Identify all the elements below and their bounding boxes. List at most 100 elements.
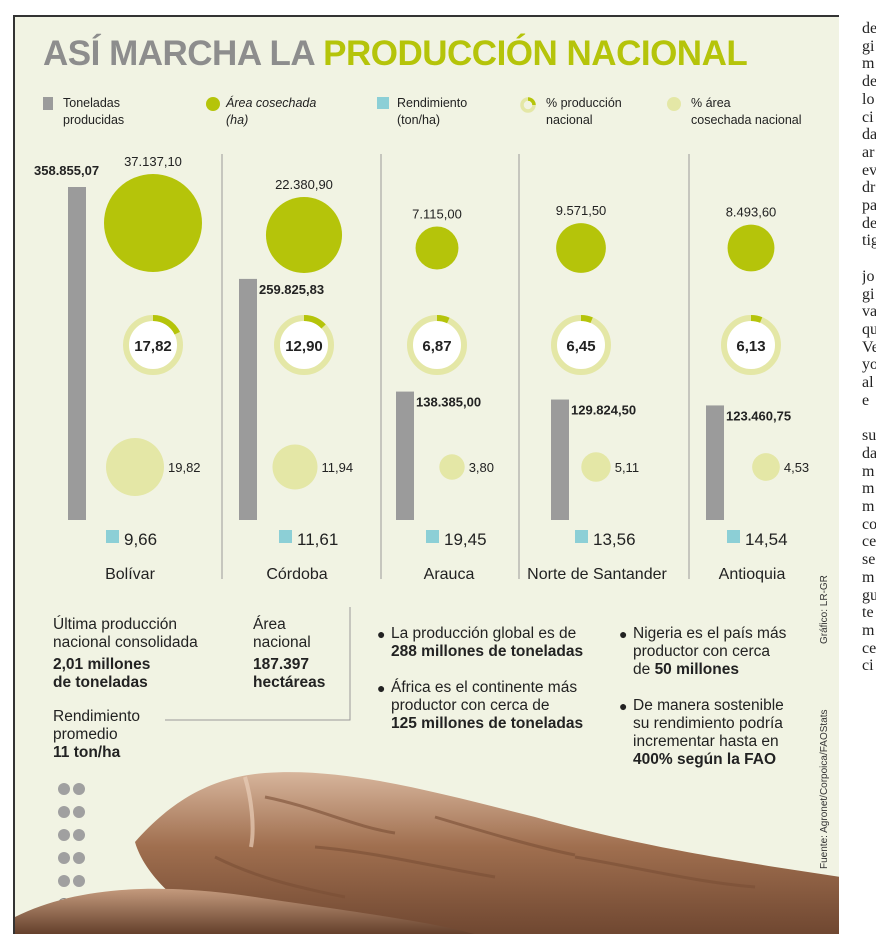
area-bubble bbox=[415, 226, 459, 270]
pct-production-label: 6,13 bbox=[736, 338, 765, 355]
article-text-fragment: m bbox=[862, 621, 875, 639]
article-text-fragment: gu bbox=[862, 586, 876, 604]
fact-value: hectáreas bbox=[253, 674, 326, 691]
article-text-fragment: jo bbox=[862, 267, 875, 285]
pct-area-bubble bbox=[752, 453, 780, 481]
category-label: Córdoba bbox=[266, 566, 327, 583]
tonnes-value-label: 123.460,75 bbox=[726, 408, 791, 423]
article-text-fragment: de bbox=[862, 214, 876, 232]
pct-area-label: 11,94 bbox=[322, 460, 354, 475]
article-text-fragment: va bbox=[862, 303, 876, 321]
infographic-panel: ASÍ MARCHA LA PRODUCCIÓN NACIONAL Tonela… bbox=[13, 15, 839, 934]
article-text-fragment: yo bbox=[862, 356, 876, 374]
pct-area-bubble bbox=[272, 444, 318, 490]
bullet-dot-icon: ● bbox=[377, 626, 386, 642]
area-bubble bbox=[727, 224, 775, 272]
fact-value: de toneladas bbox=[53, 674, 148, 691]
gray-bar-icon bbox=[43, 97, 53, 110]
tonnes-value-label: 129.824,50 bbox=[571, 403, 636, 418]
article-text-fragment: m bbox=[862, 462, 875, 480]
bullet-text: De manera sostenible bbox=[633, 697, 784, 714]
pct-production-label: 6,45 bbox=[566, 338, 595, 355]
tonnes-bar bbox=[68, 187, 86, 520]
pct-production-arc bbox=[750, 315, 763, 323]
last-production-fact: Última producción nacional consolidada 2… bbox=[53, 616, 198, 692]
bullet-text: Nigeria es el país más bbox=[633, 625, 787, 642]
pct-area-bubble bbox=[581, 452, 611, 482]
bullet-text: 125 millones de toneladas bbox=[391, 715, 584, 732]
article-text-fragment: co bbox=[862, 515, 876, 533]
yield-fact: Rendimiento promedio 11 ton/ha bbox=[53, 708, 140, 762]
bullet-fao: ● De manera sostenible su rendimiento po… bbox=[619, 697, 784, 769]
article-text-fragment: de bbox=[862, 20, 876, 37]
bullet-text: incrementar hasta en bbox=[633, 733, 779, 750]
tonnes-bar bbox=[706, 405, 724, 520]
yield-square bbox=[727, 530, 740, 543]
tonnes-value-label: 138.385,00 bbox=[416, 395, 481, 410]
yield-value-label: 14,54 bbox=[745, 530, 788, 549]
article-text-fragment: ar bbox=[862, 143, 875, 161]
article-text-fragment: gi bbox=[862, 285, 875, 303]
legend-label: cosechada nacional bbox=[691, 113, 802, 127]
pct-area-label: 5,11 bbox=[615, 460, 639, 475]
chart-area: 358.855,07 259.825,83 138.385,00 129.824,50… bbox=[34, 154, 809, 721]
area-bubble bbox=[104, 174, 202, 272]
article-text-fragment: se bbox=[862, 551, 876, 569]
national-area-fact: Área nacional 187.397 hectáreas bbox=[253, 616, 325, 692]
bullet-africa: ● África es el continente más productor … bbox=[377, 679, 584, 733]
legend-label: % producción bbox=[546, 96, 622, 110]
bullet-text: productor con cerca de bbox=[391, 697, 550, 714]
pct-area-label: 3,80 bbox=[469, 460, 494, 475]
area-value-label: 7.115,00 bbox=[412, 207, 462, 222]
article-text-fragment: lo bbox=[862, 90, 875, 108]
area-value-label: 22.380,90 bbox=[275, 177, 333, 192]
area-bubble bbox=[556, 223, 606, 273]
article-text-fragment: tig bbox=[862, 232, 876, 250]
fact-label: nacional bbox=[253, 634, 311, 651]
article-text-fragment: ce bbox=[862, 639, 876, 657]
tonnes-bar bbox=[239, 278, 257, 520]
fact-value: 11 ton/ha bbox=[53, 744, 121, 761]
article-text-fragment: ce bbox=[862, 533, 876, 551]
article-text-fragment: su bbox=[862, 427, 876, 445]
yield-square bbox=[426, 530, 439, 543]
category-label: Antioquia bbox=[719, 566, 786, 583]
pct-production-arc bbox=[303, 315, 326, 329]
bullet-dot-icon: ● bbox=[619, 698, 628, 714]
article-text-fragment: e bbox=[862, 391, 870, 409]
yield-value-label: 9,66 bbox=[124, 530, 157, 549]
area-bubble bbox=[265, 196, 343, 274]
pct-area-bubble bbox=[106, 438, 164, 496]
legend-label: producidas bbox=[63, 113, 125, 127]
article-text-fragment: m bbox=[862, 497, 875, 515]
article-text-fragment: al bbox=[862, 374, 874, 392]
article-text-fragment: ci bbox=[862, 657, 874, 675]
category-label: Bolívar bbox=[105, 566, 155, 583]
pct-production-label: 17,82 bbox=[134, 338, 172, 355]
article-column-fragment: de gi m de lo ci da ar ev dr pa de tig jo gi va qu Ve yo a… bbox=[862, 20, 876, 675]
legend-label: (ton/ha) bbox=[397, 113, 441, 127]
article-text-fragment: qu bbox=[862, 320, 876, 338]
pct-production-label: 12,90 bbox=[285, 338, 323, 355]
facts-bracket-line bbox=[165, 607, 351, 721]
article-text-fragment: ev bbox=[862, 161, 876, 179]
title-part-1: ASÍ MARCHA LA bbox=[43, 34, 314, 73]
article-text-fragment: de bbox=[862, 73, 876, 91]
bullet-text: productor con cerca bbox=[633, 643, 770, 660]
yield-value-label: 13,56 bbox=[593, 530, 636, 549]
yield-square bbox=[575, 530, 588, 543]
article-text-fragment: m bbox=[862, 568, 875, 586]
yield-value-label: 11,61 bbox=[297, 530, 338, 549]
article-text-fragment: pa bbox=[862, 197, 876, 215]
bullet-global-production: ● La producción global es de 288 millone… bbox=[377, 625, 584, 661]
bullet-text: 288 millones de toneladas bbox=[391, 643, 584, 660]
legend-label: Área cosechada bbox=[226, 96, 317, 110]
yield-square bbox=[106, 530, 119, 543]
graphic-credit: Gráfico: LR-GR bbox=[819, 575, 830, 644]
ring-icon bbox=[520, 97, 536, 113]
yield-value-label: 19,45 bbox=[444, 530, 487, 549]
bullet-text: África es el continente más bbox=[391, 679, 578, 696]
area-value-label: 37.137,10 bbox=[124, 154, 182, 169]
article-text-fragment: m bbox=[862, 55, 875, 73]
legend-label: nacional bbox=[546, 113, 593, 127]
